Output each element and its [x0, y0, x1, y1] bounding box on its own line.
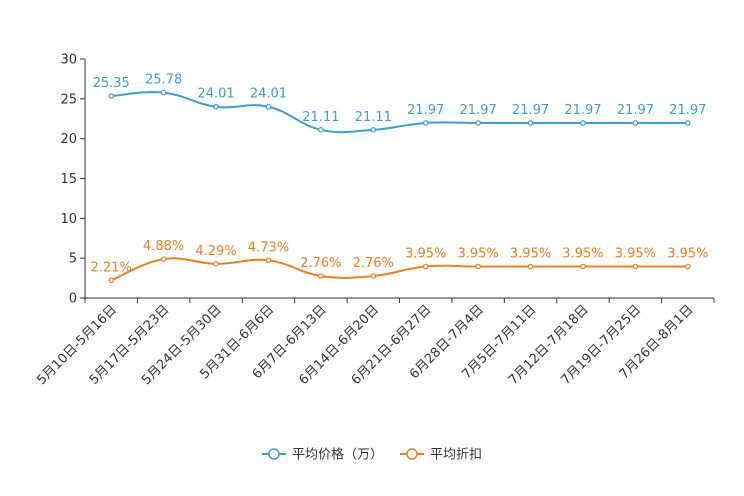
legend-circle-icon: [268, 448, 280, 460]
data-point[interactable]: [318, 273, 324, 279]
data-point[interactable]: [108, 277, 115, 284]
legend-label: 平均折扣: [430, 448, 482, 463]
data-label: 21.11: [355, 110, 392, 125]
data-point[interactable]: [527, 263, 534, 270]
legend-circle-icon: [406, 448, 418, 460]
y-tick-label: 25: [60, 92, 77, 107]
data-label: 24.01: [197, 87, 234, 102]
data-label: 3.95%: [615, 247, 656, 262]
data-point[interactable]: [318, 127, 324, 133]
y-tick-label: 0: [69, 292, 77, 307]
legend-item-2[interactable]: 平均折扣: [400, 448, 482, 463]
data-label: 21.97: [617, 103, 654, 118]
legend-item-1[interactable]: 平均价格（万）: [262, 447, 383, 463]
data-label: 3.95%: [405, 247, 446, 262]
data-point[interactable]: [422, 263, 429, 270]
data-label: 4.73%: [248, 240, 289, 255]
data-point[interactable]: [265, 257, 272, 264]
series-1: 25.35 25.78 24.01 24.01 21.11 21.11 21.97 21.97…: [93, 73, 706, 134]
data-point[interactable]: [527, 120, 534, 126]
data-label: 2.21%: [91, 260, 132, 275]
data-label: 4.88%: [143, 239, 184, 254]
data-point[interactable]: [265, 103, 272, 110]
y-tick-label: 30: [60, 53, 77, 68]
data-point[interactable]: [684, 120, 691, 126]
y-tick-label: 10: [60, 212, 77, 227]
data-label: 25.78: [145, 73, 182, 88]
chart-series: 25.35 25.78 24.01 24.01 21.11 21.11 21.97 21.97…: [91, 73, 708, 284]
data-label: 25.35: [93, 76, 130, 91]
data-label: 21.97: [407, 103, 444, 118]
data-label: 2.76%: [353, 256, 394, 271]
series-2: 2.21% 4.88% 4.29% 4.73% 2.76% 2.76% 3.95% 3.95%…: [91, 239, 708, 284]
y-tick-label: 20: [60, 132, 77, 147]
data-label: 21.97: [512, 103, 549, 118]
data-label: 2.76%: [300, 256, 341, 271]
data-label: 21.97: [564, 103, 601, 118]
data-label: 3.95%: [562, 247, 603, 262]
data-point[interactable]: [632, 120, 639, 126]
data-point[interactable]: [160, 256, 167, 262]
data-point[interactable]: [213, 261, 219, 267]
data-label: 24.01: [250, 87, 287, 102]
data-point[interactable]: [475, 263, 481, 270]
data-point[interactable]: [213, 103, 219, 110]
data-label: 3.95%: [510, 247, 551, 262]
y-tick-label: 15: [60, 172, 77, 187]
data-point[interactable]: [684, 263, 691, 270]
data-label: 3.95%: [457, 247, 498, 262]
series-line: [110, 257, 688, 282]
data-point[interactable]: [580, 120, 586, 126]
series-line: [111, 91, 688, 134]
data-label: 21.97: [460, 103, 497, 118]
data-point[interactable]: [632, 263, 639, 270]
data-point[interactable]: [580, 263, 586, 270]
data-label: 21.97: [669, 103, 706, 118]
data-point[interactable]: [160, 89, 167, 96]
legend-label: 平均价格（万）: [292, 447, 383, 463]
data-point[interactable]: [370, 273, 377, 279]
data-point[interactable]: [422, 120, 429, 126]
chart-legend[interactable]: 平均价格（万） 平均折扣: [262, 447, 482, 463]
data-label: 3.95%: [667, 247, 708, 262]
y-tick-label: 5: [69, 252, 77, 267]
data-point[interactable]: [370, 127, 377, 133]
data-label: 21.11: [302, 110, 339, 125]
chart-axes: 0510152025305月10日-5月16日5月17日-5月23日5月24日-…: [34, 53, 715, 388]
data-point[interactable]: [108, 93, 115, 99]
data-point[interactable]: [475, 120, 481, 126]
data-label: 4.29%: [195, 244, 236, 259]
